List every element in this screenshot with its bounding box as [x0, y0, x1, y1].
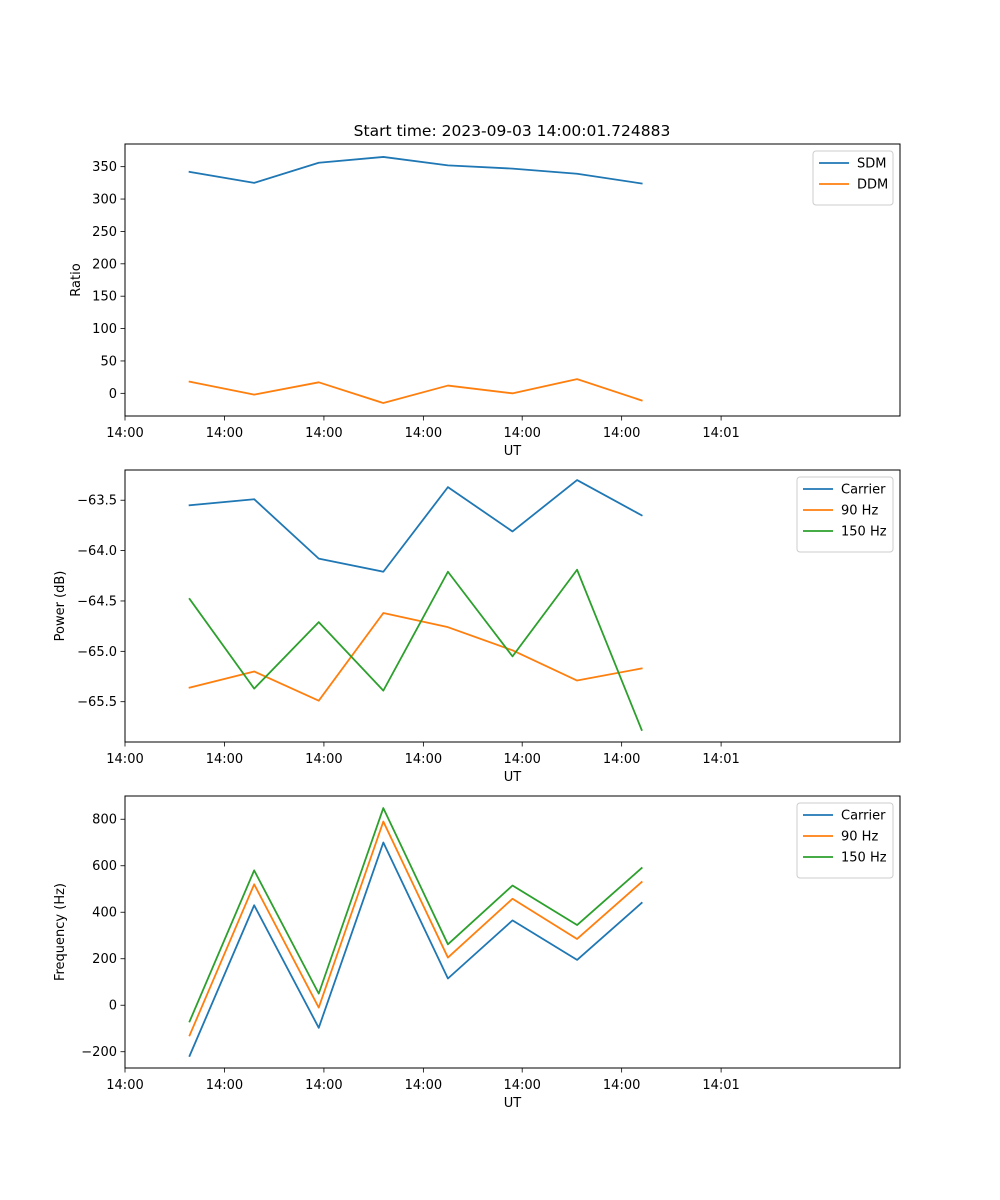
power-series-line-90-hz [188, 612, 643, 702]
power-x-tick-label: 14:00 [603, 752, 640, 767]
ratio-x-tick-label: 14:00 [603, 426, 640, 441]
power-x-axis-label: UT [504, 770, 522, 785]
frequency-y-tick-label: 400 [92, 906, 117, 921]
frequency-legend: Carrier 90 Hz 150 Hz [796, 802, 894, 879]
ratio-y-tick-label: 0 [109, 387, 117, 402]
power-x-tick-label: 14:00 [206, 752, 243, 767]
power-y-tick-label: −65.0 [77, 645, 117, 660]
power-legend-label-150-hz: 150 Hz [841, 525, 887, 540]
ratio-legend: SDM DDM [812, 150, 894, 206]
frequency-y-tick-label: 200 [92, 952, 117, 967]
ratio-y-tick-label: 150 [92, 290, 117, 305]
frequency-panel: 14:00 14:00 14:00 14:00 14:00 14:00 14:01 −200 0… [53, 795, 901, 1111]
ratio-x-tick-label: 14:00 [305, 426, 342, 441]
frequency-legend-label-150-hz: 150 Hz [841, 851, 887, 866]
power-series-line-150-hz [188, 568, 643, 732]
ratio-x-tick-label: 14:00 [503, 426, 540, 441]
chart-title: Start time: 2023-09-03 14:00:01.724883 [354, 122, 671, 140]
ratio-y-axis-label: Ratio [69, 263, 84, 296]
power-y-tick-label: −64.0 [77, 544, 117, 559]
frequency-series-line-carrier [188, 841, 643, 1058]
frequency-legend-box [796, 802, 894, 879]
ratio-y-tick-label: 100 [92, 322, 117, 337]
frequency-x-tick-label: 14:01 [702, 1078, 739, 1093]
frequency-legend-label-carrier: Carrier [841, 809, 886, 824]
ratio-y-tick-label: 350 [92, 160, 117, 175]
ratio-y-tick-label: 250 [92, 225, 117, 240]
ratio-y-tick-label: 200 [92, 257, 117, 272]
ratio-series-line-sdm [188, 156, 643, 185]
power-x-tick-label: 14:01 [702, 752, 739, 767]
ratio-x-tick-label: 14:00 [106, 426, 143, 441]
frequency-x-tick-label: 14:00 [106, 1078, 143, 1093]
ratio-legend-label-ddm: DDM [857, 178, 888, 193]
power-series-line-carrier [188, 479, 643, 573]
frequency-x-tick-label: 14:00 [206, 1078, 243, 1093]
frequency-y-tick-label: 0 [109, 999, 117, 1014]
power-legend: Carrier 90 Hz 150 Hz [796, 476, 894, 553]
power-legend-label-90-hz: 90 Hz [841, 504, 878, 519]
frequency-x-tick-label: 14:00 [405, 1078, 442, 1093]
ratio-x-tick-label: 14:01 [702, 426, 739, 441]
power-y-axis-label: Power (dB) [53, 571, 68, 642]
frequency-x-tick-label: 14:00 [305, 1078, 342, 1093]
power-y-tick-label: −65.5 [77, 695, 117, 710]
power-axes-frame [124, 469, 901, 743]
power-x-tick-label: 14:00 [503, 752, 540, 767]
ratio-y-tick-label: 50 [100, 354, 117, 369]
ratio-x-tick-label: 14:00 [206, 426, 243, 441]
power-x-tick-label: 14:00 [106, 752, 143, 767]
frequency-y-tick-label: 600 [92, 859, 117, 874]
ratio-y-tick-label: 300 [92, 193, 117, 208]
ratio-x-tick-label: 14:00 [405, 426, 442, 441]
ratio-panel: 14:00 14:00 14:00 14:00 14:00 14:00 14:01 0 50 10… [69, 143, 901, 459]
frequency-y-tick-label: −200 [81, 1045, 117, 1060]
frequency-legend-label-90-hz: 90 Hz [841, 830, 878, 845]
power-legend-label-carrier: Carrier [841, 483, 886, 498]
frequency-y-tick-label: 800 [92, 813, 117, 828]
power-panel: 14:00 14:00 14:00 14:00 14:00 14:00 14:01 −65.5… [53, 469, 901, 785]
frequency-series-line-150-hz [188, 807, 643, 1023]
ratio-legend-label-sdm: SDM [857, 157, 886, 172]
ratio-series-line-ddm [188, 378, 643, 404]
frequency-axes-frame [124, 795, 901, 1069]
frequency-x-tick-label: 14:00 [603, 1078, 640, 1093]
power-legend-box [796, 476, 894, 553]
frequency-y-axis-label: Frequency (Hz) [53, 883, 68, 981]
frequency-series-line-90-hz [188, 820, 643, 1037]
frequency-x-tick-label: 14:00 [503, 1078, 540, 1093]
ratio-x-axis-label: UT [504, 444, 522, 459]
power-y-tick-label: −64.5 [77, 594, 117, 609]
ratio-legend-box [812, 150, 894, 206]
frequency-x-axis-label: UT [504, 1096, 522, 1111]
power-y-tick-label: −63.5 [77, 494, 117, 509]
power-x-tick-label: 14:00 [305, 752, 342, 767]
power-x-tick-label: 14:00 [405, 752, 442, 767]
ratio-axes-frame [124, 143, 901, 417]
